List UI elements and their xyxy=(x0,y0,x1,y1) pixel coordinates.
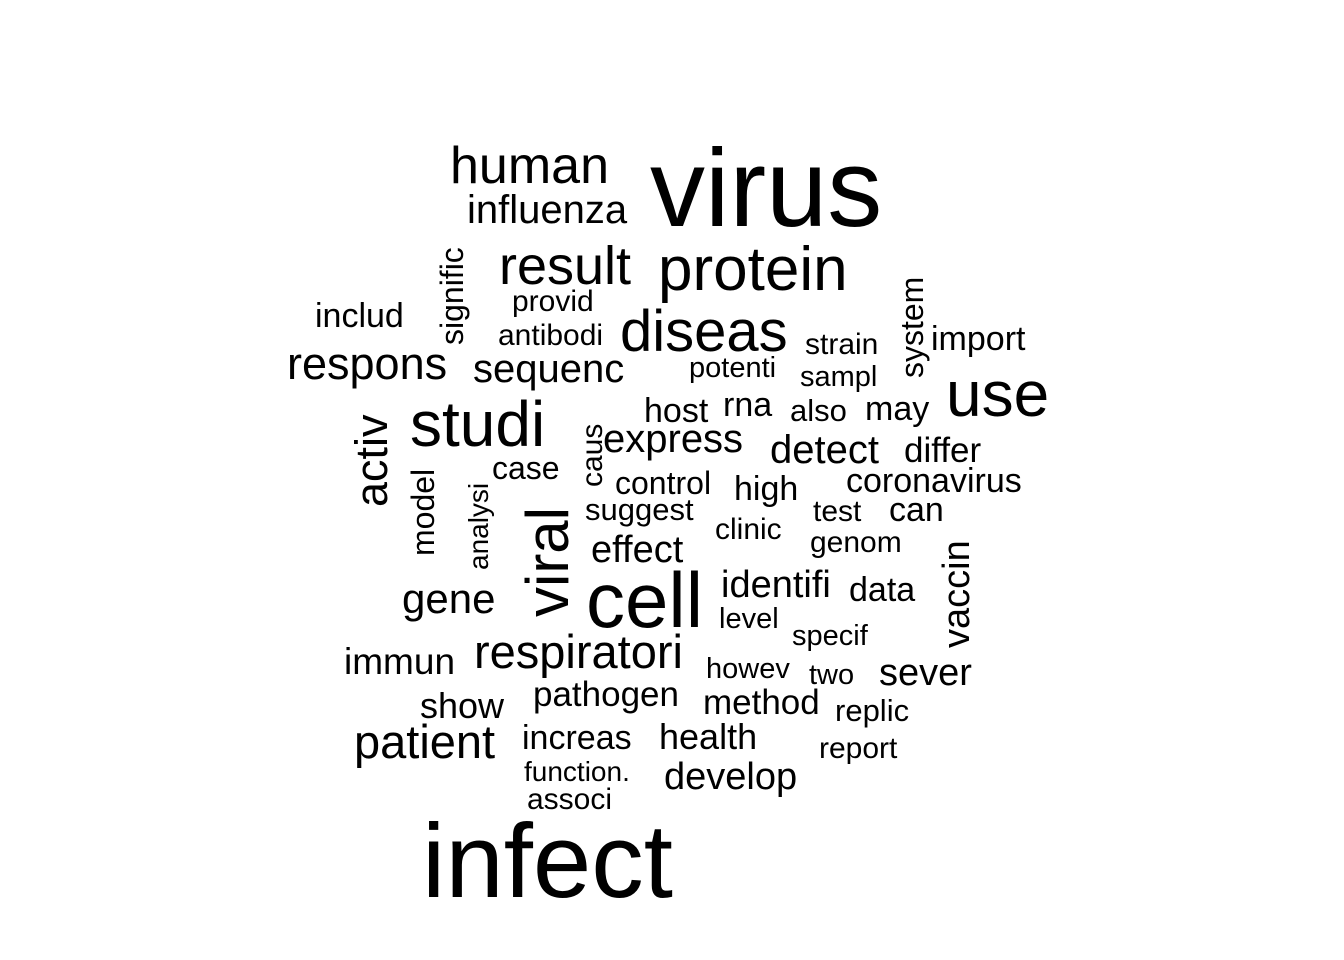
word-sampl: sampl xyxy=(800,361,877,393)
word-identifi: identifi xyxy=(721,564,831,606)
word-may: may xyxy=(865,390,929,428)
word-associ: associ xyxy=(527,783,612,816)
word-system: system xyxy=(894,277,930,378)
word-immun: immun xyxy=(344,641,455,682)
word-rna: rna xyxy=(723,386,772,424)
word-human: human xyxy=(450,137,609,195)
word-sever: sever xyxy=(879,652,972,694)
word-show: show xyxy=(420,685,505,726)
word-function: function. xyxy=(524,756,630,787)
word-suggest: suggest xyxy=(585,492,694,527)
word-host: host xyxy=(644,392,709,430)
word-studi: studi xyxy=(410,388,545,460)
word-develop: develop xyxy=(664,756,797,798)
word-coronavirus: coronavirus xyxy=(846,462,1022,500)
word-model: model xyxy=(405,469,441,556)
word-antibodi: antibodi xyxy=(498,319,603,352)
word-sequenc: sequenc xyxy=(473,347,624,391)
word-use: use xyxy=(946,358,1049,430)
word-caus: caus xyxy=(576,424,609,487)
word-virus: virus xyxy=(650,127,882,250)
word-detect: detect xyxy=(770,428,879,472)
word-control: control xyxy=(615,465,711,501)
word-includ: includ xyxy=(315,297,404,335)
word-provid: provid xyxy=(512,285,594,318)
word-also: also xyxy=(790,393,847,428)
word-differ: differ xyxy=(904,431,982,470)
word-case: case xyxy=(492,450,560,486)
word-can: can xyxy=(889,491,944,529)
word-effect: effect xyxy=(591,529,684,571)
word-infect: infect xyxy=(422,803,673,920)
word-specif: specif xyxy=(792,620,869,652)
word-respiratori: respiratori xyxy=(474,625,683,678)
word-vaccin: vaccin xyxy=(936,540,978,648)
word-diseas: diseas xyxy=(620,299,788,364)
word-result: result xyxy=(499,236,631,296)
word-import: import xyxy=(931,320,1026,358)
word-protein: protein xyxy=(658,235,848,304)
word-respons: respons xyxy=(287,338,447,389)
word-report: report xyxy=(819,732,898,765)
word-increas: increas xyxy=(522,719,632,757)
word-signific: signific xyxy=(434,247,470,345)
word-test: test xyxy=(813,495,862,528)
word-pathogen: pathogen xyxy=(533,675,679,714)
word-data: data xyxy=(849,571,915,609)
word-two: two xyxy=(809,659,854,691)
word-replic: replic xyxy=(835,693,909,728)
word-patient: patient xyxy=(354,715,495,768)
word-cell: cell xyxy=(586,556,703,644)
word-influenza: influenza xyxy=(467,188,628,232)
word-clinic: clinic xyxy=(715,513,782,546)
word-potenti: potenti xyxy=(689,352,776,384)
word-health: health xyxy=(659,716,757,757)
word-express: express xyxy=(603,417,743,461)
word-viral: viral xyxy=(514,507,581,617)
word-gene: gene xyxy=(402,575,495,622)
word-genom: genom xyxy=(810,526,902,559)
word-activ: activ xyxy=(346,414,397,507)
word-method: method xyxy=(703,683,820,722)
word-howev: howev xyxy=(706,653,790,685)
word-high: high xyxy=(734,470,798,508)
word-strain: strain xyxy=(805,328,878,361)
word-analysi: analysi xyxy=(463,483,494,570)
word-level: level xyxy=(719,603,779,635)
